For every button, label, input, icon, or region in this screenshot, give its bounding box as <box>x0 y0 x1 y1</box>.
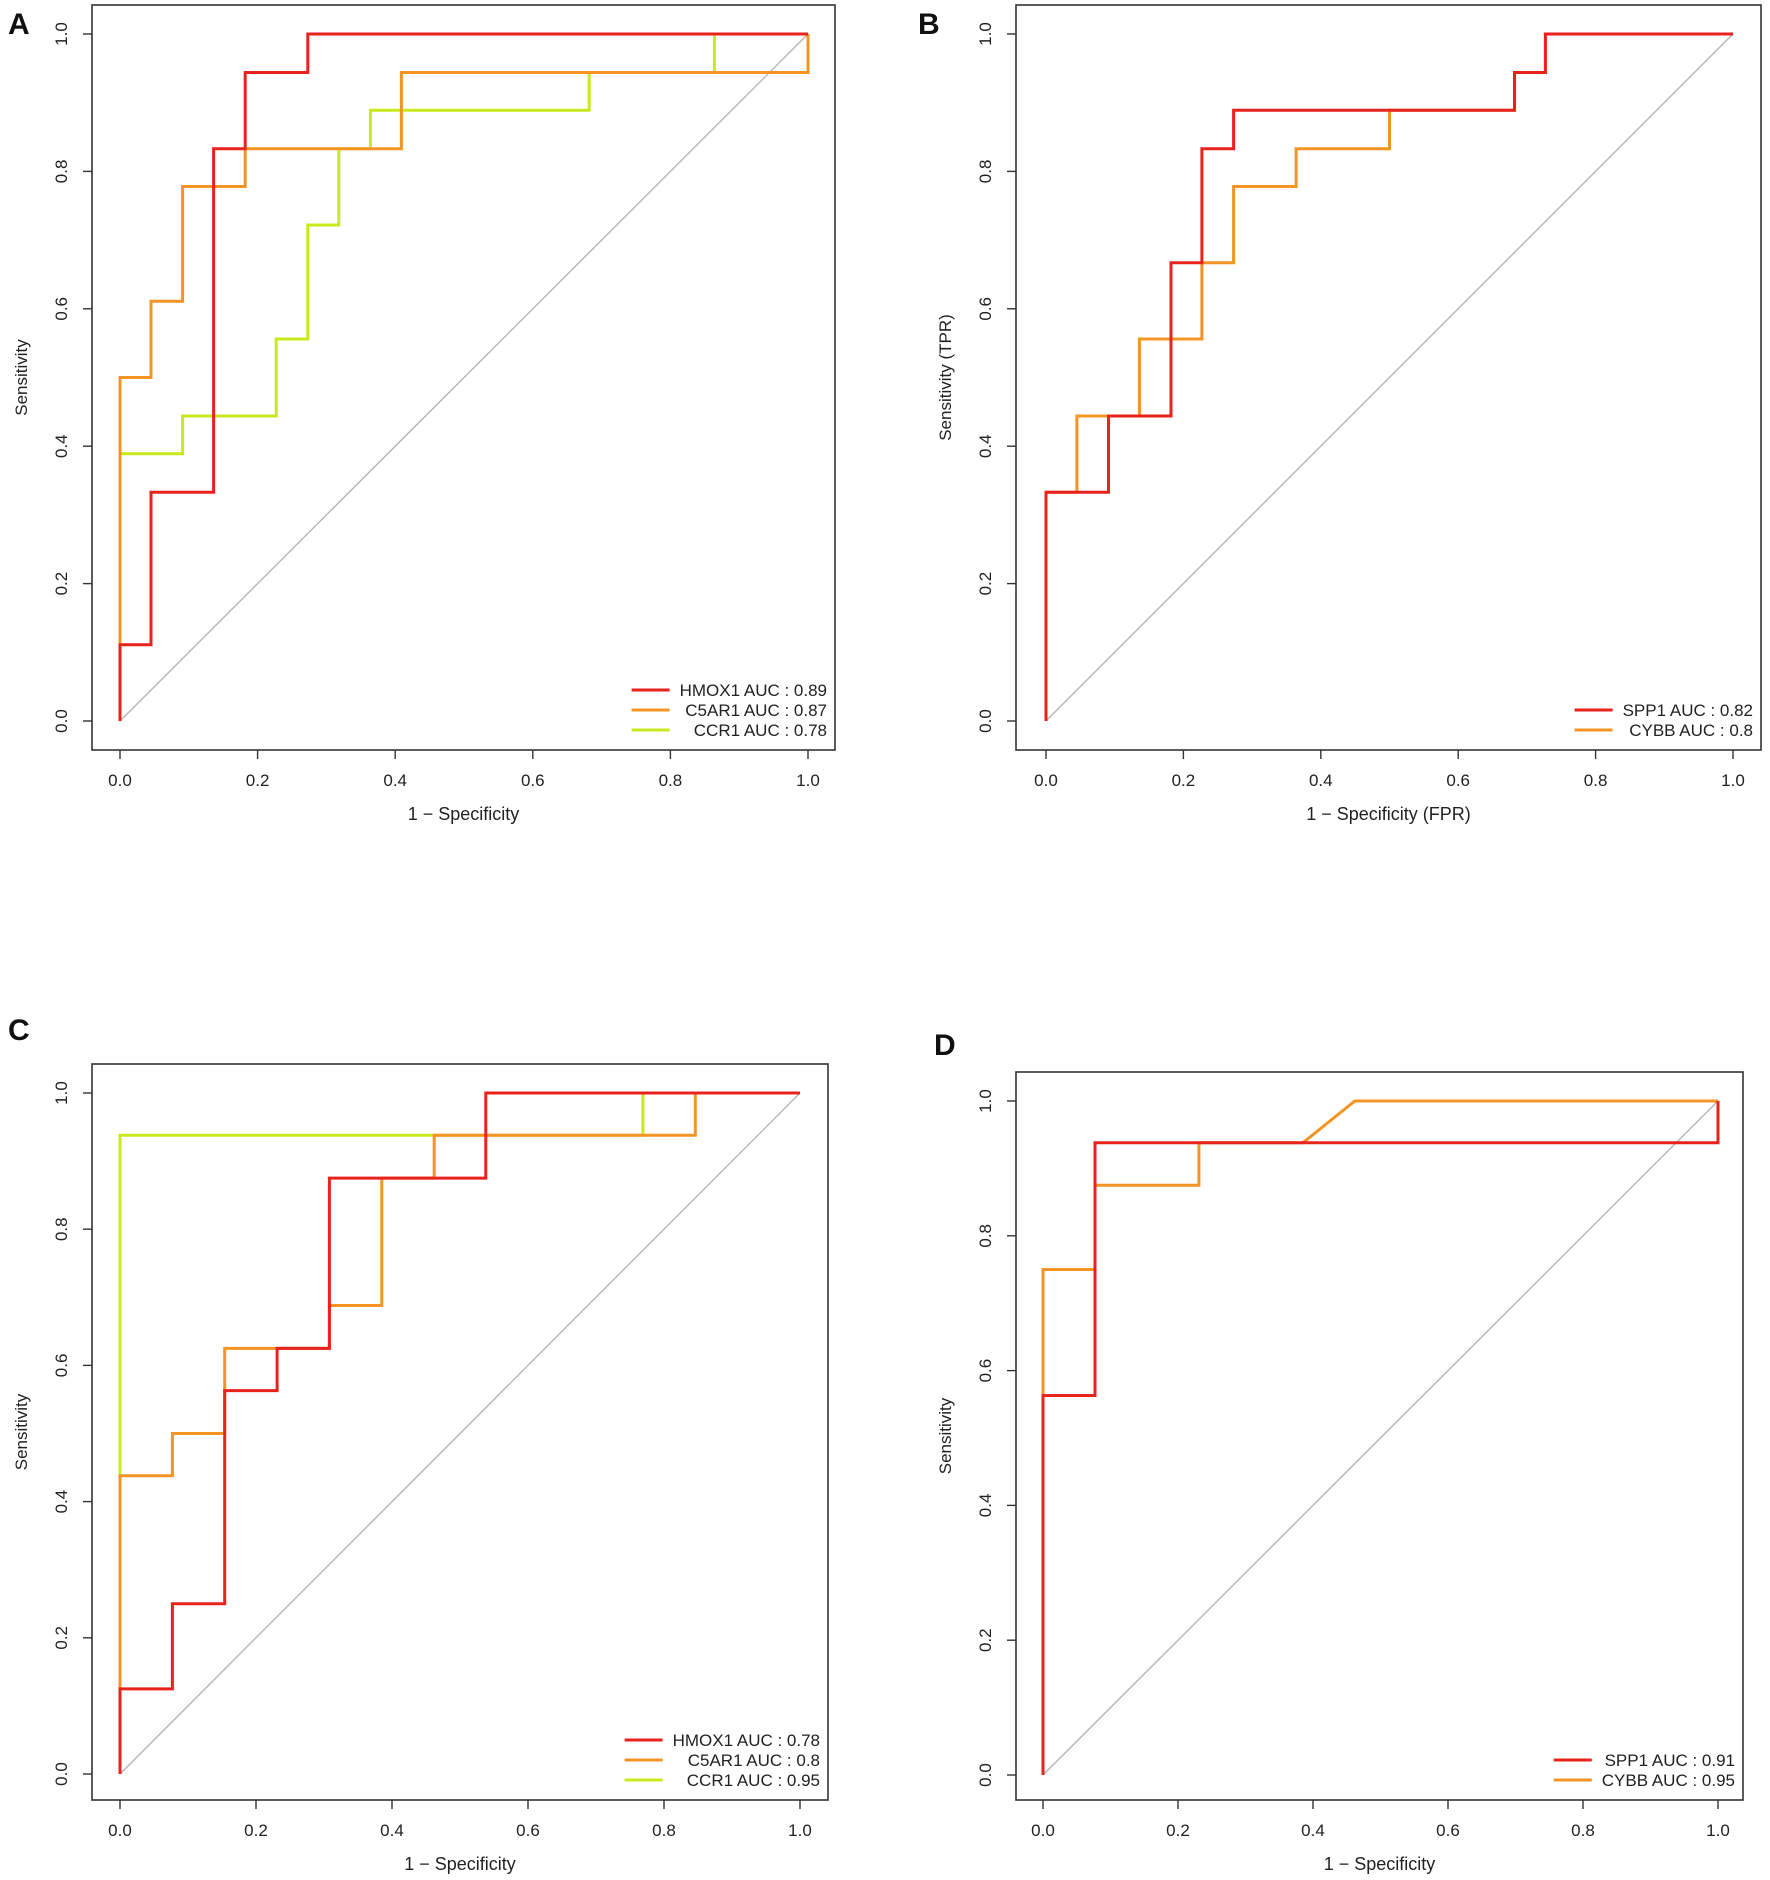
panel-letter-a: A <box>8 8 30 41</box>
roc-curve-hmox1 <box>118 32 808 721</box>
x-tick-label: 1.0 <box>1721 771 1745 790</box>
y-tick-label: 0.2 <box>976 572 995 596</box>
y-tick-label: 0.8 <box>976 1224 995 1248</box>
legend-label-c5ar1: C5AR1 AUC : 0.87 <box>685 701 827 720</box>
x-tick-label: 0.8 <box>1571 1821 1595 1840</box>
x-tick-label: 0.6 <box>1446 771 1470 790</box>
x-tick-label: 0.6 <box>516 1821 540 1840</box>
y-tick-label: 1.0 <box>52 22 71 46</box>
y-tick-label: 0.0 <box>52 1762 71 1786</box>
diagonal-reference-line <box>119 1092 801 1775</box>
y-axis-title: Sensitivity <box>12 1393 31 1470</box>
x-axis-title: 1 − Specificity <box>408 804 520 824</box>
y-tick-label: 0.0 <box>976 1763 995 1787</box>
y-tick-label: 0.2 <box>52 1626 71 1650</box>
roc-panel-b: B 0.0 0.2 0.4 0.6 0.8 1.0 0.0 0.2 0.4 0.6 0.8 1.0 1 −… <box>918 4 1762 824</box>
x-tick-label: 0.4 <box>1301 1821 1325 1840</box>
y-tick-label: 0.8 <box>976 160 995 184</box>
roc-curve-cybb <box>1041 1099 1718 1775</box>
plot-frame <box>1015 1071 1744 1801</box>
y-tick-label: 0.0 <box>52 709 71 733</box>
roc-panel-a: A 0.0 0.2 0.4 0.6 0.8 1.0 0.0 0.2 0.4 0.6 0.8 1.0 1 −… <box>8 4 836 824</box>
legend-label-ccr1: CCR1 AUC : 0.95 <box>687 1771 820 1790</box>
y-tick-label: 0.0 <box>976 709 995 733</box>
legend-label-hmox1: HMOX1 AUC : 0.78 <box>673 1731 820 1750</box>
x-tick-label: 1.0 <box>796 771 820 790</box>
x-tick-label: 1.0 <box>1706 1821 1730 1840</box>
x-tick-label: 0.4 <box>1309 771 1333 790</box>
x-axis-title: 1 − Specificity <box>1324 1854 1436 1874</box>
y-tick-label: 1.0 <box>52 1081 71 1105</box>
roc-curves <box>1044 32 1733 721</box>
y-tick-label: 1.0 <box>976 1089 995 1113</box>
x-tick-label: 0.0 <box>1031 1821 1055 1840</box>
x-tick-label: 0.2 <box>1166 1821 1190 1840</box>
y-tick-label: 0.6 <box>52 1354 71 1378</box>
roc-curve-spp1 <box>1041 1101 1720 1775</box>
plot-frame <box>1015 4 1762 751</box>
x-axis-title: 1 − Specificity (FPR) <box>1306 804 1471 824</box>
roc-curves <box>1041 1099 1720 1775</box>
y-axis-title: Sensitivity <box>936 1397 955 1474</box>
x-tick-label: 0.4 <box>383 771 407 790</box>
x-tick-label: 0.6 <box>521 771 545 790</box>
roc-curve-hmox1 <box>118 1091 800 1774</box>
legend-label-spp1: SPP1 AUC : 0.82 <box>1623 701 1753 720</box>
panel-letter-d: D <box>934 1029 956 1062</box>
x-tick-label: 0.2 <box>1172 771 1196 790</box>
y-tick-label: 0.4 <box>976 434 995 458</box>
plot-frame <box>91 1063 829 1801</box>
legend-label-ccr1: CCR1 AUC : 0.78 <box>694 721 827 740</box>
legend-label-hmox1: HMOX1 AUC : 0.89 <box>680 681 827 700</box>
roc-curve-spp1 <box>1044 32 1733 721</box>
y-tick-label: 0.6 <box>52 297 71 321</box>
roc-curves <box>118 1091 800 1774</box>
roc-curves <box>118 32 810 721</box>
plot-frame <box>91 4 836 751</box>
y-tick-label: 0.6 <box>976 1359 995 1383</box>
x-axis-title: 1 − Specificity <box>404 1854 516 1874</box>
diagonal-reference-line <box>1042 1100 1719 1776</box>
y-tick-label: 0.2 <box>976 1628 995 1652</box>
y-tick-label: 0.8 <box>52 1217 71 1241</box>
x-tick-label: 0.2 <box>244 1821 268 1840</box>
panel-letter-c: C <box>8 1014 30 1047</box>
legend-label-cybb: CYBB AUC : 0.95 <box>1602 1771 1735 1790</box>
x-tick-label: 1.0 <box>788 1821 812 1840</box>
y-axis-title: Sensitivity <box>12 339 31 416</box>
y-tick-label: 0.8 <box>52 160 71 184</box>
legend-label-spp1: SPP1 AUC : 0.91 <box>1605 1751 1735 1770</box>
panel-letter-b: B <box>918 8 940 41</box>
x-tick-label: 0.8 <box>652 1821 676 1840</box>
x-tick-label: 0.0 <box>108 1821 132 1840</box>
x-tick-label: 0.2 <box>246 771 270 790</box>
y-tick-label: 0.2 <box>52 572 71 596</box>
roc-panel-d: D 0.0 0.2 0.4 0.6 0.8 1.0 0.0 0.2 0.4 0.6 0.8 1.0 1 −… <box>934 1029 1744 1874</box>
legend-label-cybb: CYBB AUC : 0.8 <box>1629 721 1753 740</box>
diagonal-reference-line <box>1045 33 1734 722</box>
y-axis-title: Sensitivity (TPR) <box>936 314 955 441</box>
legend-label-c5ar1: C5AR1 AUC : 0.8 <box>688 1751 820 1770</box>
x-tick-label: 0.0 <box>108 771 132 790</box>
x-tick-label: 0.4 <box>380 1821 404 1840</box>
x-tick-label: 0.6 <box>1436 1821 1460 1840</box>
x-tick-label: 0.8 <box>659 771 683 790</box>
y-tick-label: 0.4 <box>52 1490 71 1514</box>
y-tick-label: 0.4 <box>52 434 71 458</box>
y-tick-label: 1.0 <box>976 22 995 46</box>
diagonal-reference-line <box>119 33 809 722</box>
y-tick-label: 0.4 <box>976 1494 995 1518</box>
y-tick-label: 0.6 <box>976 297 995 321</box>
roc-panel-c: C 0.0 0.2 0.4 0.6 0.8 1.0 0.0 0.2 0.4 0.6 0.8 1.0 1 −… <box>8 1014 829 1874</box>
x-tick-label: 0.0 <box>1034 771 1058 790</box>
x-tick-label: 0.8 <box>1584 771 1608 790</box>
